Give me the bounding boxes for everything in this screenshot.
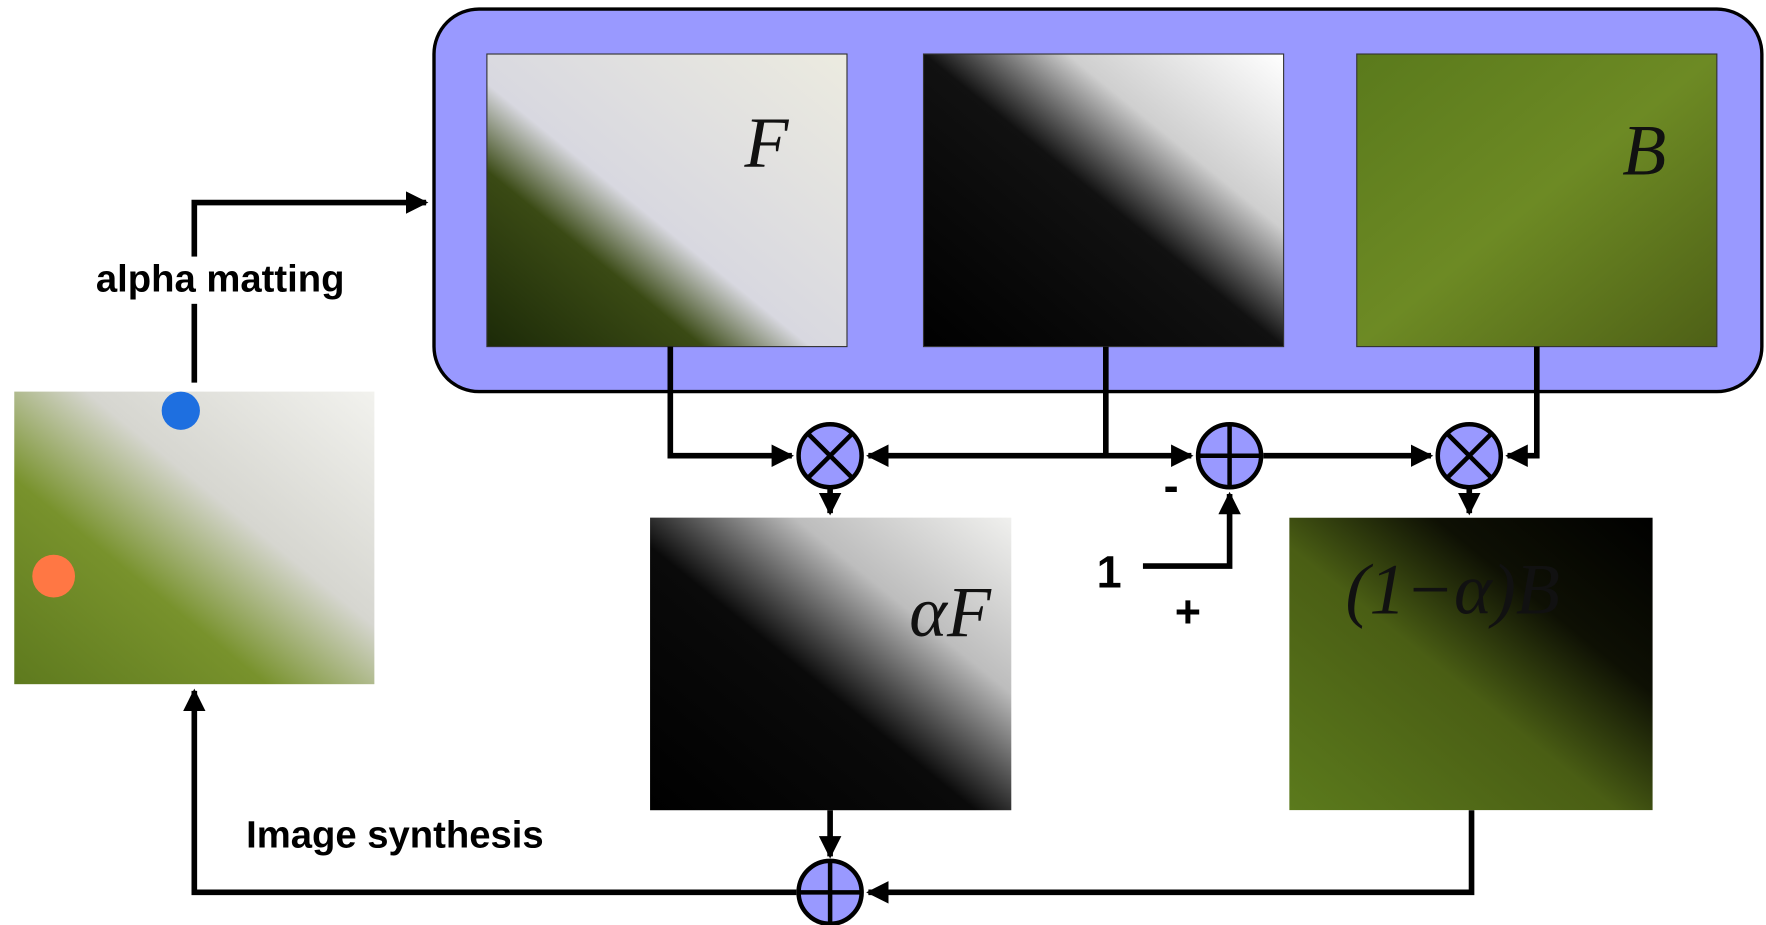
- background-image: [1357, 54, 1717, 347]
- diagram: F B αF (1−α)B alpha matting Image synthe…: [0, 0, 1766, 925]
- alpha-matting-label: alpha matting: [96, 257, 345, 300]
- image-synthesis-label: Image synthesis: [246, 813, 544, 856]
- constant-label: 1: [1097, 546, 1122, 597]
- plus-label: +: [1175, 586, 1201, 637]
- alpha-foreground-label: αF: [909, 572, 992, 652]
- alpha-background-label: (1−α)B: [1346, 549, 1560, 629]
- minus-label: -: [1164, 460, 1179, 511]
- foreground-label: F: [743, 103, 789, 183]
- background-label: B: [1622, 110, 1666, 190]
- foreground-image: [487, 54, 847, 347]
- scribble-blue: [162, 392, 200, 430]
- scribble-orange: [32, 555, 75, 598]
- alpha-foreground-image: [650, 518, 1011, 811]
- input-image: [14, 392, 374, 685]
- alpha-image: [924, 54, 1284, 347]
